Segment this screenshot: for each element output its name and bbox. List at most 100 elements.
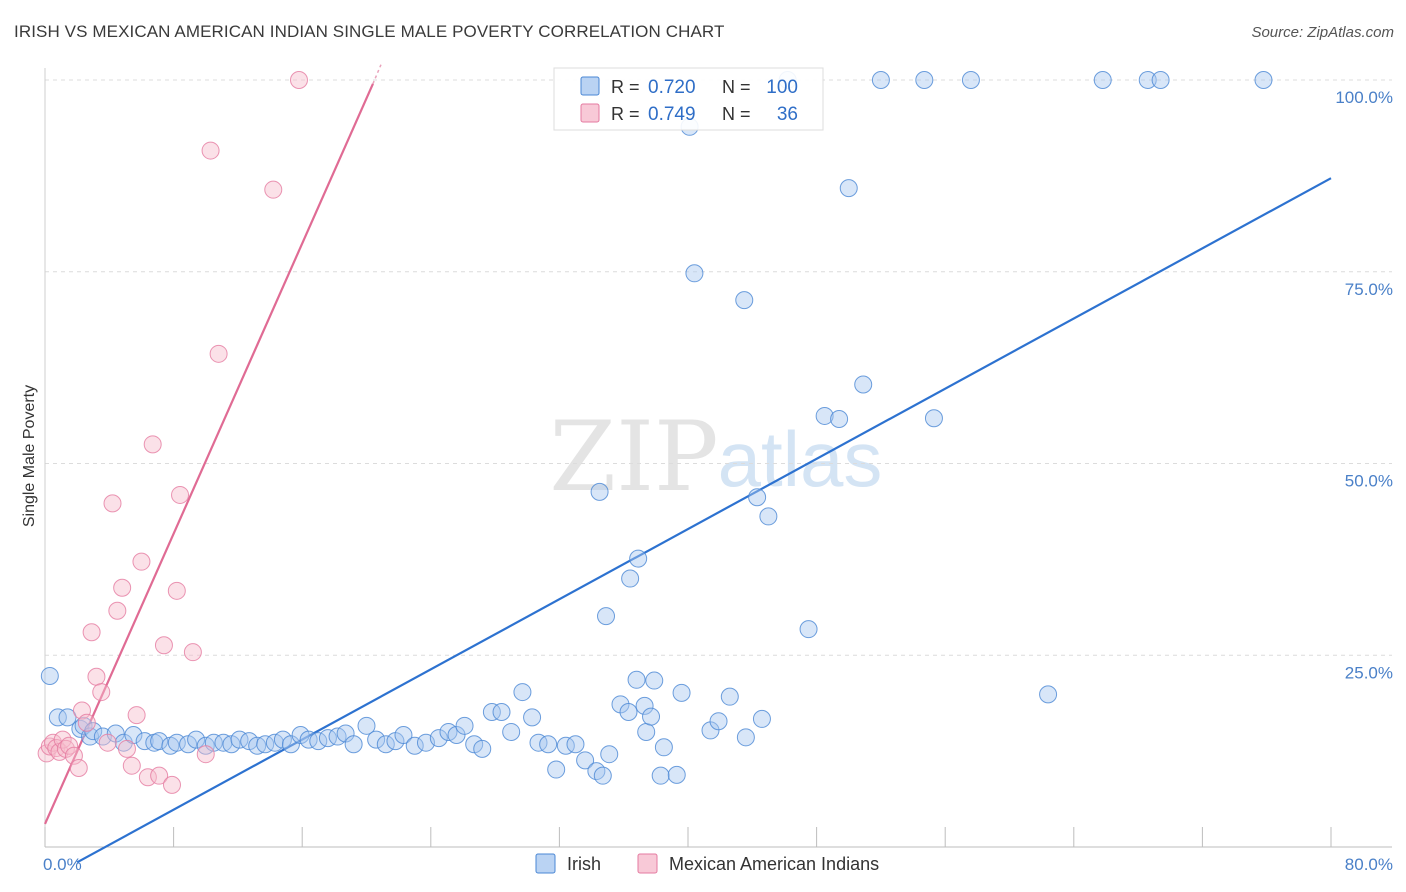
mexican-american-indian-point bbox=[154, 636, 173, 655]
irish-point bbox=[799, 620, 818, 639]
stats-legend-swatch bbox=[580, 76, 600, 96]
mexican-american-indian-point bbox=[122, 756, 141, 775]
mexican-american-indian-point bbox=[209, 344, 228, 363]
irish-point bbox=[621, 569, 640, 588]
irish-point bbox=[150, 732, 169, 751]
n-value: 36 bbox=[777, 104, 798, 125]
stats-legend: R = 0.720 N = 100 R = 0.749 N = 36 bbox=[553, 67, 824, 131]
irish-point bbox=[651, 766, 670, 785]
irish-point bbox=[736, 728, 755, 747]
irish-point bbox=[587, 762, 606, 781]
irish-point bbox=[405, 736, 424, 755]
mexican-american-indian-point bbox=[98, 733, 117, 752]
irish-point bbox=[513, 683, 532, 702]
y-tick-label: 50.0% bbox=[1345, 472, 1393, 491]
mexican-american-indian-trend-line bbox=[43, 83, 374, 825]
irish-point bbox=[642, 707, 661, 726]
irish-point bbox=[720, 687, 739, 706]
mexican-american-indian-point bbox=[183, 643, 202, 662]
irish-point bbox=[924, 409, 943, 428]
mexican-american-indian-point bbox=[167, 581, 186, 600]
irish-point bbox=[318, 729, 337, 748]
irish-point bbox=[619, 703, 638, 722]
mexican-american-indian-point bbox=[113, 578, 132, 597]
mexican-american-indian-point bbox=[201, 141, 220, 160]
irish-point bbox=[566, 735, 585, 754]
irish-point bbox=[854, 375, 873, 394]
mexican-american-indian-point bbox=[108, 601, 127, 620]
r-label: R = bbox=[611, 77, 640, 97]
y-tick-label: 75.0% bbox=[1345, 280, 1393, 299]
irish-point bbox=[593, 766, 612, 785]
x-tick-label-max: 80.0% bbox=[1345, 855, 1393, 874]
n-label: N = bbox=[722, 77, 751, 97]
irish-point bbox=[547, 760, 566, 779]
data-points bbox=[37, 71, 1273, 794]
irish-point bbox=[1138, 71, 1157, 89]
watermark-atlas: atlas bbox=[718, 415, 883, 503]
irish-point bbox=[830, 410, 849, 429]
irish-point bbox=[256, 735, 275, 754]
mexican-american-indian-point bbox=[162, 775, 181, 794]
irish-point bbox=[482, 703, 501, 722]
mexican-american-indian-point bbox=[196, 745, 215, 764]
x-tick-label-min: 0.0% bbox=[43, 855, 82, 874]
irish-point bbox=[735, 291, 754, 310]
irish-point bbox=[455, 716, 474, 735]
mexican-american-indian-point bbox=[127, 706, 146, 725]
irish-point bbox=[752, 709, 771, 728]
mexican-american-indian-point bbox=[132, 552, 151, 571]
series-legend: Irish Mexican American Indians bbox=[535, 853, 879, 874]
irish-point bbox=[1151, 71, 1170, 89]
mexican-american-indian-point bbox=[138, 768, 157, 787]
legend-mexican-label: Mexican American Indians bbox=[669, 854, 879, 874]
irish-point bbox=[48, 708, 67, 727]
irish-point bbox=[394, 726, 413, 745]
y-tick-label: 25.0% bbox=[1345, 663, 1393, 682]
irish-point bbox=[1254, 71, 1273, 89]
irish-point bbox=[672, 683, 691, 702]
irish-point bbox=[590, 482, 609, 501]
y-tick-label: 100.0% bbox=[1335, 88, 1393, 107]
irish-point bbox=[759, 507, 778, 526]
mexican-american-indian-point bbox=[150, 766, 169, 785]
zipatlas-watermark: ZIP atlas bbox=[549, 401, 882, 513]
irish-point bbox=[167, 733, 186, 752]
mexican-american-indian-point bbox=[289, 71, 308, 89]
irish-point bbox=[556, 736, 575, 755]
irish-point bbox=[281, 735, 300, 754]
mexican-american-indian-point bbox=[143, 435, 162, 454]
irish-point bbox=[344, 735, 363, 754]
mexican-american-indian-point bbox=[171, 485, 190, 504]
irish-point bbox=[135, 732, 154, 751]
mexican-american-indian-point bbox=[103, 494, 122, 513]
irish-point bbox=[597, 607, 616, 626]
irish-point bbox=[529, 733, 548, 752]
irish-point bbox=[637, 722, 656, 741]
mexican-american-indian-point bbox=[92, 683, 111, 702]
irish-point bbox=[635, 696, 654, 715]
irish-point bbox=[871, 71, 890, 89]
legend-irish-label: Irish bbox=[567, 854, 601, 874]
irish-point bbox=[492, 703, 511, 722]
n-label: N = bbox=[722, 104, 751, 124]
mexican-american-indian-point bbox=[77, 713, 96, 732]
irish-point bbox=[748, 488, 767, 507]
irish-point bbox=[576, 751, 595, 770]
irish-point bbox=[539, 735, 558, 754]
irish-point bbox=[230, 730, 249, 749]
watermark-zip: ZIP bbox=[549, 401, 718, 513]
irish-point bbox=[654, 738, 673, 757]
irish-point bbox=[815, 406, 834, 425]
irish-point bbox=[523, 708, 542, 727]
mexican-american-indian-point bbox=[82, 623, 101, 642]
irish-point bbox=[58, 708, 77, 727]
irish-point bbox=[40, 666, 59, 685]
mexican-american-indian-point bbox=[117, 739, 136, 758]
source-credit: Source: ZipAtlas.com bbox=[1251, 24, 1394, 41]
irish-point bbox=[961, 71, 980, 89]
legend-mexican-swatch bbox=[637, 853, 658, 874]
irish-point bbox=[376, 735, 395, 754]
irish-point bbox=[839, 179, 858, 198]
